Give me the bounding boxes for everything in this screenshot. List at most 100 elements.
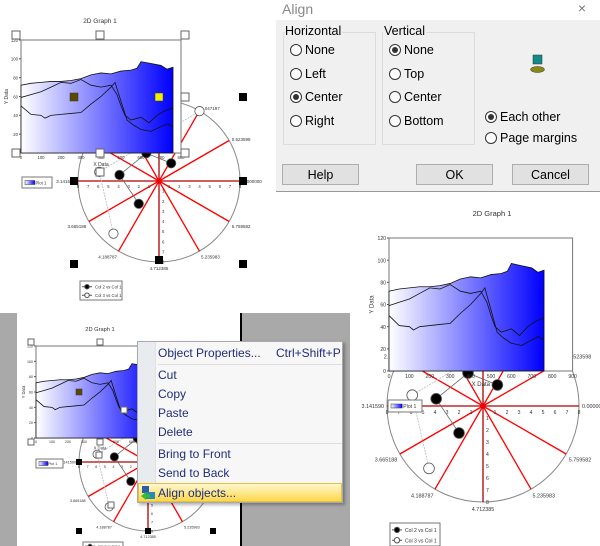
menu-item-delete[interactable]: Delete [156, 423, 342, 442]
radio-label: Left [305, 67, 326, 81]
close-icon[interactable]: × [577, 0, 586, 16]
polar-tick-label: 6 [162, 239, 165, 244]
legend-plot-box [387, 399, 423, 413]
polar-tick-label: 6 [95, 465, 97, 469]
legend-plot-box [35, 458, 64, 469]
x-tick-label: 600 [507, 374, 516, 380]
legend-series-label: Col 2 vs Col 1 [95, 284, 122, 289]
polar-tick-label: 3 [127, 184, 130, 189]
y-tick-label: 100 [11, 57, 19, 62]
selection-handle [96, 438, 104, 446]
polar-data-point [114, 169, 125, 181]
radio-circle-icon [290, 115, 302, 127]
radio-circle-icon [485, 111, 497, 123]
polar-spoke [117, 180, 160, 252]
y-tick-label: 20 [13, 132, 18, 137]
menu-item-cut[interactable]: Cut [156, 366, 342, 385]
menu-item-label: Object Properties... [158, 346, 261, 360]
polar-series-line [118, 152, 172, 205]
polar-tick-label: 5 [542, 410, 545, 416]
ok-button[interactable]: OK [416, 164, 493, 185]
line-series [388, 284, 545, 337]
x-tick-label: 300 [446, 374, 455, 380]
y-tick-label: 40 [13, 113, 18, 118]
x-tick-label: 0 [35, 440, 37, 444]
horizontal-none-radio[interactable]: None [290, 43, 335, 57]
x-tick-label: 700 [157, 155, 165, 160]
polar-angle-label: 5.235983 [533, 494, 555, 500]
vertical-bottom-radio[interactable]: Bottom [389, 114, 444, 128]
legend-plot-swatch [390, 403, 403, 409]
polar-tick-label: 4 [486, 452, 489, 458]
polar-angle-label: 5.759582 [569, 458, 591, 464]
legend-series-marker [84, 283, 90, 290]
polar-spoke [482, 405, 567, 455]
selection-handle-selected [239, 177, 247, 185]
menu-item-label: Send to Back [158, 466, 230, 480]
menu-item-paste[interactable]: Paste [156, 404, 342, 423]
polar-angle-label: 3.665188 [67, 224, 86, 229]
menu-item-label: Paste [158, 406, 189, 420]
horizontal-label: Horizontal [284, 24, 343, 38]
selection-handle [95, 451, 103, 459]
graph-title: 2D Graph 1 [85, 327, 114, 333]
menu-item-label: Bring to Front [158, 447, 231, 461]
polar-tick-label: 1 [486, 416, 489, 422]
anchor-handle [154, 92, 164, 102]
polar-tick-label: 8 [486, 500, 489, 506]
polar-tick-label: 1 [168, 184, 171, 189]
line-series [20, 79, 174, 124]
polar-spoke [88, 180, 160, 223]
selection-handle [107, 501, 115, 509]
vertical-label: Vertical [383, 24, 426, 38]
polar-angle-label: 3.665188 [70, 499, 86, 503]
selection-handle-selected [239, 260, 247, 268]
polar-tick-label: 8 [162, 260, 165, 265]
legend-series-marker [393, 526, 401, 534]
relative-page-margins-radio[interactable]: Page margins [485, 131, 577, 145]
polar-tick-label: 2 [162, 199, 165, 204]
legend-plot-label: Plot 1 [36, 180, 48, 185]
legend-plot-swatch [24, 180, 36, 185]
y-tick-label: 100 [378, 258, 387, 264]
line-series [388, 286, 545, 346]
polar-tick-label: 6 [151, 512, 153, 516]
graph-original[interactable]: 2D Graph 11112223334445556667778880.0000… [4, 18, 262, 301]
polar-tick-label: 8 [239, 184, 242, 189]
radio-label: Bottom [404, 114, 444, 128]
horizontal-center-radio[interactable]: Center [290, 90, 343, 104]
radio-circle-icon [485, 132, 497, 144]
x-tick-label: 600 [129, 440, 135, 444]
horizontal-right-radio[interactable]: Right [290, 114, 334, 128]
horizontal-left-radio[interactable]: Left [290, 67, 326, 81]
selection-handle [95, 30, 105, 40]
selection-handle [180, 30, 190, 40]
polar-tick-label: 7 [87, 184, 90, 189]
menu-item-send-to-back[interactable]: Send to Back [156, 464, 342, 483]
polar-angle-label: 5.235983 [201, 255, 220, 260]
menu-item-copy[interactable]: Copy [156, 385, 342, 404]
help-button[interactable]: Help [282, 164, 359, 185]
polar-spoke [434, 405, 484, 490]
polar-angle-label: 1.047197 [201, 106, 220, 111]
vertical-center-radio[interactable]: Center [389, 90, 442, 104]
menu-item-bring-to-front[interactable]: Bring to Front [156, 445, 342, 464]
y-tick-label: 60 [29, 390, 33, 394]
menu-item-label: Delete [158, 425, 193, 439]
vertical-none-radio[interactable]: None [389, 43, 434, 57]
menu-item-align-objects[interactable]: Align objects... [138, 483, 342, 502]
polar-tick-label: 7 [566, 410, 569, 416]
vertical-top-radio[interactable]: Top [389, 67, 424, 81]
polar-angle-label: 4.712385 [472, 507, 494, 513]
graph-aligned[interactable]: 2D Graph 11112223334445556667778880.0000… [362, 209, 600, 546]
y-tick-label: 120 [27, 344, 33, 348]
cancel-button[interactable]: Cancel [512, 164, 589, 185]
selection-handle [27, 438, 35, 446]
relative-each-other-radio[interactable]: Each other [485, 110, 560, 124]
polar-data-point [166, 158, 177, 169]
polar-angle-label: 4.712385 [140, 535, 156, 539]
radio-circle-icon [389, 115, 401, 127]
menu-item-object-properties[interactable]: Object Properties... Ctrl+Shift+P [156, 344, 342, 363]
legend-series-box [389, 522, 441, 546]
polar-data-point [108, 228, 119, 239]
